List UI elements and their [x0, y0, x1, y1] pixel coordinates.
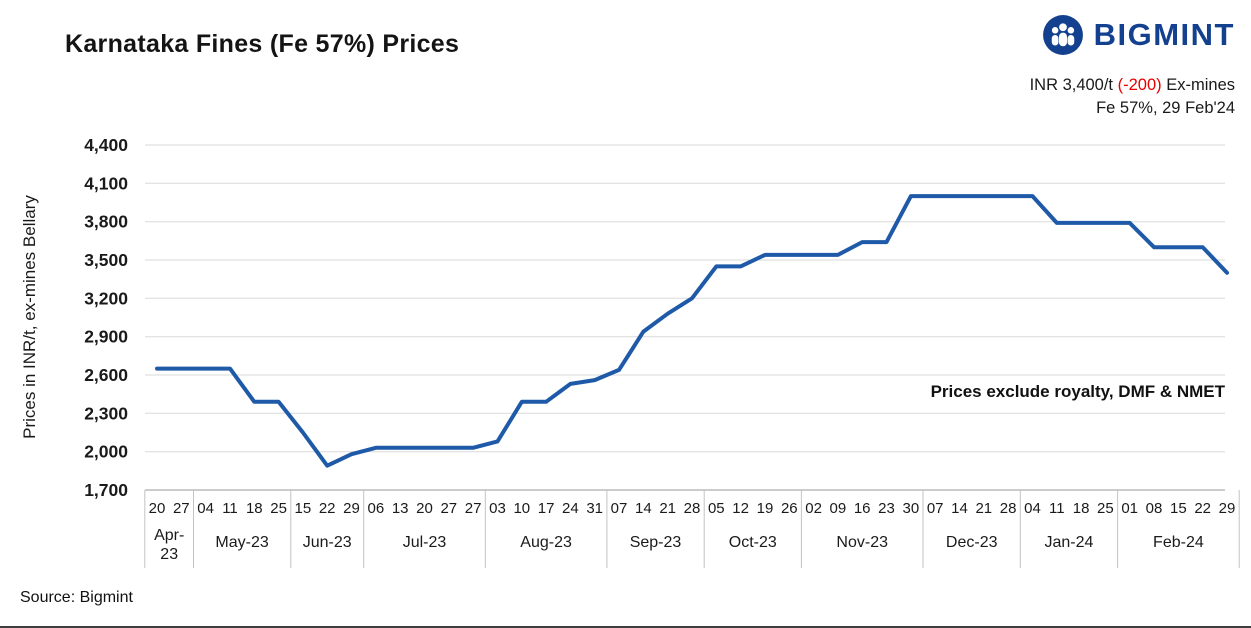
month-label: Jul-23: [403, 534, 447, 551]
y-tick-label: 1,700: [84, 480, 128, 500]
month-label: Oct-23: [729, 534, 777, 551]
price-suffix: Ex-mines: [1166, 76, 1235, 94]
month-label: May-23: [215, 534, 268, 551]
x-tick-label: 24: [562, 500, 579, 517]
x-tick-label: 09: [830, 500, 847, 517]
x-tick-label: 18: [1073, 500, 1090, 517]
y-tick-label: 3,200: [84, 288, 128, 308]
x-tick-label: 04: [197, 500, 214, 517]
x-tick-label: 20: [416, 500, 433, 517]
y-tick-label: 2,600: [84, 365, 128, 385]
chart-title: Karnataka Fines (Fe 57%) Prices: [65, 30, 460, 58]
x-tick-label: 22: [319, 500, 336, 517]
x-tick-label: 01: [1121, 500, 1138, 517]
brand-name: BIGMINT: [1093, 17, 1235, 52]
y-tick-label: 4,100: [84, 173, 128, 193]
x-tick-label: 21: [659, 500, 676, 517]
x-tick-label: 27: [465, 500, 482, 517]
x-tick-label: 16: [854, 500, 871, 517]
price-line-series: [155, 194, 1229, 468]
x-tick-label: 07: [927, 500, 944, 517]
x-tick-label: 28: [1000, 500, 1017, 517]
x-tick-label: 30: [903, 500, 920, 517]
brand-logo: BIGMINT: [1042, 14, 1235, 56]
y-tick-label: 4,400: [84, 135, 128, 155]
x-tick-label: 25: [270, 500, 287, 517]
y-tick-label: 3,500: [84, 250, 128, 270]
month-label: Jan-24: [1044, 534, 1093, 551]
x-tick-label: 20: [149, 500, 166, 517]
x-tick-label: 12: [732, 500, 749, 517]
x-tick-label: 11: [1049, 500, 1065, 517]
x-tick-label: 06: [368, 500, 385, 517]
month-label: Aug-23: [520, 534, 572, 551]
x-tick-label: 29: [1219, 500, 1236, 517]
x-tick-label: 25: [1097, 500, 1114, 517]
y-tick-label: 2,900: [84, 327, 128, 347]
x-tick-label: 27: [440, 500, 457, 517]
month-label: 23: [160, 546, 178, 563]
price-line: INR 3,400/t (-200) Ex-mines: [1030, 74, 1235, 97]
y-tick-label: 2,300: [84, 403, 128, 423]
x-tick-label: 10: [513, 500, 530, 517]
price-value: INR 3,400/t: [1029, 76, 1114, 94]
x-tick-label: 04: [1024, 500, 1041, 517]
x-tick-label: 03: [489, 500, 506, 517]
x-tick-label: 29: [343, 500, 360, 517]
x-tick-label: 17: [538, 500, 555, 517]
price-detail: Fe 57%, 29 Feb'24: [1096, 99, 1235, 117]
x-tick-label: 15: [295, 500, 312, 517]
x-tick-label: 31: [586, 500, 603, 517]
x-tick-label: 19: [757, 500, 774, 517]
x-tick-label: 22: [1194, 500, 1211, 517]
chart-annotation: Prices exclude royalty, DMF & NMET: [930, 382, 1225, 401]
month-label: Sep-23: [630, 534, 682, 551]
x-tick-label: 14: [635, 500, 652, 517]
x-tick-label: 15: [1170, 500, 1187, 517]
source-note: Source: Bigmint: [20, 589, 133, 606]
x-tick-label: 07: [611, 500, 628, 517]
x-tick-label: 11: [222, 500, 238, 517]
x-tick-label: 02: [805, 500, 822, 517]
month-label: Feb-24: [1153, 534, 1204, 551]
x-tick-label: 14: [951, 500, 968, 517]
y-tick-label: 2,000: [84, 442, 128, 462]
x-tick-label: 23: [878, 500, 895, 517]
people-circle-icon: [1042, 15, 1083, 55]
month-label: Nov-23: [836, 534, 888, 551]
price-change: (-200): [1117, 76, 1162, 94]
month-label: Apr-: [154, 527, 184, 544]
y-tick-label: 3,800: [84, 212, 128, 232]
x-tick-label: 05: [708, 500, 725, 517]
x-tick-label: 08: [1146, 500, 1163, 517]
x-tick-label: 28: [684, 500, 701, 517]
x-tick-label: 27: [173, 500, 190, 517]
month-label: Jun-23: [303, 534, 352, 551]
x-tick-label: 26: [781, 500, 798, 517]
x-tick-label: 18: [246, 500, 263, 517]
x-tick-label: 13: [392, 500, 409, 517]
month-label: Dec-23: [946, 534, 998, 551]
x-tick-label: 21: [975, 500, 992, 517]
price-summary: INR 3,400/t (-200) Ex-mines Fe 57%, 29 F…: [1030, 74, 1235, 120]
